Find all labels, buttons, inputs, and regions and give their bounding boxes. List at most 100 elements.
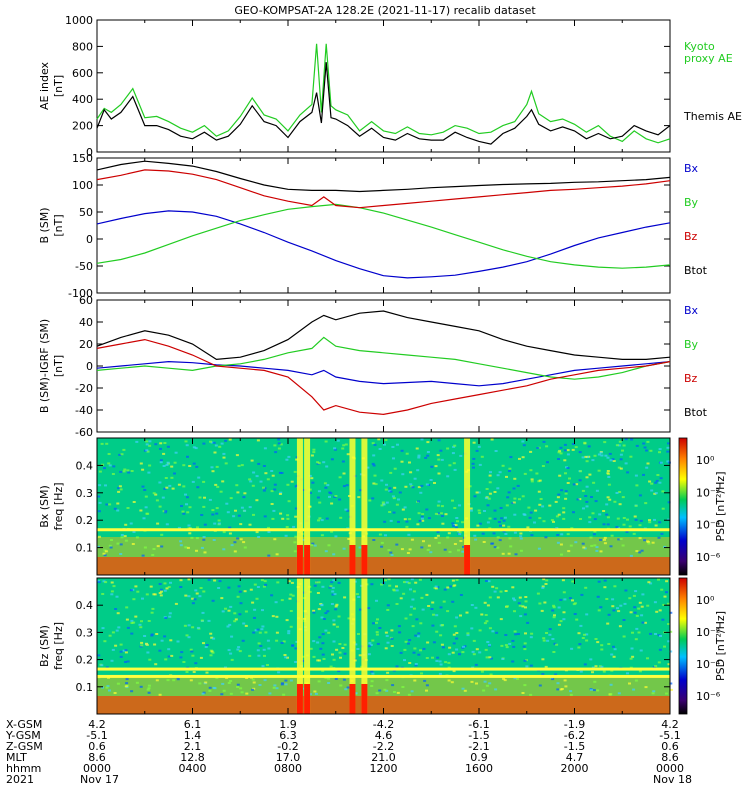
spectrogram-pixel <box>461 521 464 524</box>
spectrogram-pixel <box>148 464 152 467</box>
spectrogram-pixel <box>187 636 191 639</box>
spectrogram-pixel <box>589 688 593 691</box>
spectrogram-pixel <box>176 678 180 681</box>
spectrogram-pixel <box>263 679 267 682</box>
spectrogram-pixel <box>343 596 347 599</box>
spectrogram-pixel <box>573 602 577 605</box>
spectrogram-pixel <box>475 648 479 651</box>
spectrogram-pixel <box>553 642 557 645</box>
spectrogram-pixel <box>107 453 111 455</box>
spectrogram-pixel <box>665 591 668 594</box>
spectrogram-pixel <box>451 600 455 603</box>
spectrogram-pixel <box>556 534 560 536</box>
spectrogram-pixel <box>600 665 604 668</box>
low-frequency-band-upper <box>97 676 670 696</box>
spectrogram-pixel <box>355 593 359 596</box>
y-tick-label: 50 <box>79 206 93 219</box>
spectrogram-pixel <box>560 489 564 492</box>
spectrogram-pixel <box>230 544 234 547</box>
spectrogram-pixel <box>148 440 152 443</box>
ephemeris-value: 0000 <box>656 762 684 775</box>
spectrogram-pixel <box>337 670 341 673</box>
spectrogram-pixel <box>209 440 212 443</box>
spectrogram-pixel <box>466 634 470 637</box>
spectrogram-pixel <box>526 526 530 529</box>
spectrogram-pixel <box>287 630 291 633</box>
spectrogram-pixel <box>493 546 497 549</box>
spectrogram-pixel <box>390 629 394 632</box>
spectrogram-pixel <box>488 481 492 484</box>
spectrogram-pixel <box>236 686 240 688</box>
ephemeris-value: 0000 <box>83 762 111 775</box>
legend-label: Bz <box>684 372 698 385</box>
spectrogram-pixel <box>546 461 549 464</box>
spectrogram-pixel <box>346 509 350 512</box>
spectrogram-pixel <box>222 452 226 455</box>
spectrogram-pixel <box>496 474 500 477</box>
spectrogram-pixel <box>118 485 122 488</box>
y-tick-label: 0 <box>86 146 93 159</box>
spectrogram-pixel <box>434 587 438 590</box>
spectrogram-pixel <box>275 553 279 556</box>
spectrogram-pixel <box>534 509 538 512</box>
spectrogram-pixel <box>243 590 247 593</box>
spectrogram-pixel <box>198 595 202 598</box>
y-tick-label: 40 <box>79 316 93 329</box>
spectrogram-pixel <box>321 633 325 636</box>
spectrogram-pixel <box>195 465 199 468</box>
spectrogram-pixel <box>582 546 586 549</box>
spectrogram-pixel <box>634 474 638 477</box>
spectrogram-pixel <box>160 533 164 536</box>
spectrogram-pixel <box>270 490 274 493</box>
spectrogram-pixel <box>159 594 163 597</box>
spectrogram-pixel <box>541 465 545 467</box>
frequency-line <box>97 674 670 678</box>
spectrogram-pixel <box>649 449 653 452</box>
spectrogram-pixel <box>122 470 126 473</box>
spectrogram-pixel <box>513 630 517 633</box>
spectrogram-pixel <box>135 681 139 684</box>
spectrogram-pixel <box>624 438 628 441</box>
spectrogram-pixel <box>419 491 423 494</box>
spectrogram-pixel <box>403 506 407 509</box>
spectrogram-pixel <box>286 514 290 517</box>
spectrogram-pixel <box>407 693 411 696</box>
spectrogram-pixel <box>176 640 180 643</box>
spectrogram-pixel <box>108 634 112 637</box>
spectrogram-pixel <box>376 642 380 645</box>
spectrogram-pixel <box>622 517 626 519</box>
spectrogram-pixel <box>321 653 325 656</box>
spectrogram-pixel <box>507 525 511 528</box>
spectrogram-pixel <box>587 445 591 448</box>
spectrogram-pixel <box>255 531 259 534</box>
spectrogram-pixel <box>336 439 340 442</box>
spectrogram-pixel <box>473 534 477 537</box>
spectrogram-pixel <box>238 613 242 616</box>
spectrogram-pixel <box>503 679 507 682</box>
y-tick-label: 60 <box>79 294 93 307</box>
spectrogram-pixel <box>552 616 556 619</box>
spectrogram-pixel <box>147 471 151 474</box>
spectrogram-pixel <box>202 442 206 445</box>
spectrogram-pixel <box>478 629 482 632</box>
spectrogram-pixel <box>588 473 592 476</box>
spectrogram-pixel <box>451 651 455 654</box>
spectrogram-pixel <box>425 657 429 659</box>
spectrogram-pixel <box>488 643 491 646</box>
spectrogram-pixel <box>108 464 112 467</box>
ephemeris-value: 4.2 <box>661 718 679 731</box>
spectrogram-pixel <box>204 646 208 648</box>
spectrogram-pixel <box>185 496 189 499</box>
spectrogram-pixel <box>243 492 247 495</box>
spectrogram-pixel <box>426 454 430 457</box>
spectrogram-pixel <box>359 608 362 611</box>
spectrogram-pixel <box>159 459 163 462</box>
spectrogram-pixel <box>434 465 438 468</box>
spectrogram-pixel <box>159 447 162 450</box>
spectrogram-pixel <box>628 682 631 685</box>
spectrogram-pixel <box>122 649 126 652</box>
spectrogram-pixel <box>448 464 452 467</box>
spectrogram-pixel <box>257 642 261 645</box>
burst-column-base <box>464 545 471 575</box>
spectrogram-pixel <box>613 648 617 651</box>
